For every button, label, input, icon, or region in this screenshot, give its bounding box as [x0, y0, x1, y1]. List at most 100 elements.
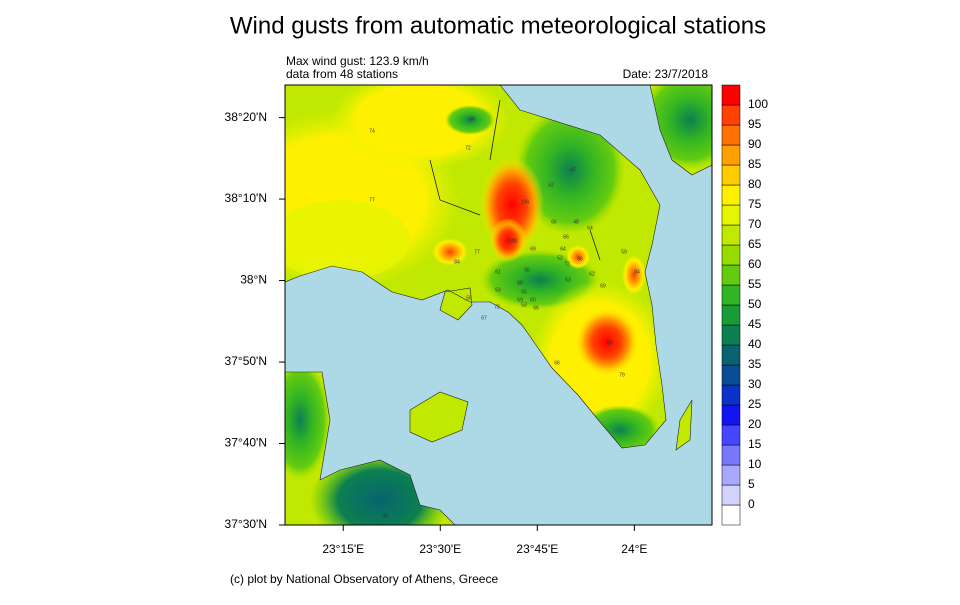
station-value: 100: [509, 238, 518, 244]
colorbar-box: [721, 504, 741, 526]
lat-tick-label: 38°10'N: [225, 191, 267, 205]
station-value: 74: [369, 128, 375, 134]
station-value: 48: [573, 219, 579, 225]
colorbar-box: [721, 364, 741, 386]
station-value: 63: [495, 287, 501, 293]
colorbar-label: 40: [748, 337, 762, 351]
station-value: 66: [554, 360, 560, 366]
colorbar-label: 100: [748, 97, 768, 111]
lat-tick-label: 38°20'N: [225, 110, 267, 124]
station-value: 52: [557, 255, 563, 261]
station-value: 68: [517, 280, 523, 286]
station-value: 53: [565, 277, 571, 283]
station-value: 66: [563, 234, 569, 240]
colorbar-label: 25: [748, 397, 762, 411]
lat-tick-label: 37°30'N: [225, 517, 267, 531]
station-value: 84: [634, 269, 640, 275]
station-value: 60: [530, 297, 536, 303]
station-value: 66: [469, 116, 475, 122]
station-value: 59: [621, 249, 627, 255]
station-value: 52: [548, 182, 554, 188]
lon-tick-label: 24°E: [621, 542, 647, 556]
colorbar-box: [721, 204, 741, 226]
colorbar-label: 5: [748, 477, 755, 491]
lon-tick-label: 23°30'E: [419, 542, 461, 556]
station-value: 56: [524, 267, 530, 273]
lon-tick-label: 23°15'E: [322, 542, 364, 556]
map: [285, 85, 712, 525]
colorbar-label: 45: [748, 317, 762, 331]
station-value: 53: [521, 302, 527, 308]
station-value: 69: [600, 283, 606, 289]
station-value: 47: [570, 167, 576, 173]
station-value: 67: [481, 315, 487, 321]
colorbar-box: [721, 244, 741, 266]
colorbar-box: [721, 264, 741, 286]
station-value: 55: [521, 289, 527, 295]
colorbar-box: [721, 384, 741, 406]
lat-tick-label: 38°N: [240, 273, 267, 287]
colorbar-box: [721, 444, 741, 466]
colorbar-label: 30: [748, 377, 762, 391]
lat-tick-label: 37°50'N: [225, 354, 267, 368]
colorbar-label: 75: [748, 197, 762, 211]
colorbar-box: [721, 324, 741, 346]
station-value: 61: [495, 269, 501, 275]
colorbar-label: 50: [748, 297, 762, 311]
station-value: 106: [521, 199, 530, 205]
colorbar-box: [721, 124, 741, 146]
station-value: 66: [533, 305, 539, 311]
station-value: 79: [619, 372, 625, 378]
colorbar-label: 15: [748, 437, 762, 451]
colorbar-box: [721, 404, 741, 426]
station-value: 35: [382, 513, 388, 519]
station-value: 64: [560, 246, 566, 252]
colorbar-label: 55: [748, 277, 762, 291]
station-value: 56: [466, 295, 472, 301]
station-value: 77: [474, 249, 480, 255]
colorbar-box: [721, 464, 741, 486]
border: [429, 99, 601, 261]
station-value: 69: [530, 246, 536, 252]
colorbar-box: [721, 84, 741, 106]
lat-tick-label: 37°40'N: [225, 436, 267, 450]
title: Wind gusts from automatic meteorological…: [230, 12, 766, 39]
footer: (c) plot by National Observatory of Athe…: [230, 572, 498, 586]
colorbar-label: 60: [748, 257, 762, 271]
colorbar-box: [721, 284, 741, 306]
colorbar-label: 0: [748, 497, 755, 511]
station-value: 86: [607, 340, 613, 346]
station-value: 64: [587, 225, 593, 231]
colorbar-label: 70: [748, 217, 762, 231]
station-value: 77: [369, 197, 375, 203]
station-value: 84: [454, 259, 460, 265]
station-value: 62: [589, 271, 595, 277]
colorbar-label: 85: [748, 157, 762, 171]
map-frame: [284, 84, 713, 526]
station-value: 72: [494, 304, 500, 310]
colorbar-label: 80: [748, 177, 762, 191]
colorbar-label: 65: [748, 237, 762, 251]
colorbar-box: [721, 224, 741, 246]
date: Date: 23/7/2018: [623, 67, 709, 81]
colorbar-label: 95: [748, 117, 762, 131]
station-value: 72: [564, 261, 570, 267]
colorbar-box: [721, 304, 741, 326]
colorbar-box: [721, 144, 741, 166]
colorbar-box: [721, 424, 741, 446]
colorbar-box: [721, 344, 741, 366]
colorbar-box: [721, 184, 741, 206]
station-count: data from 48 stations: [286, 67, 398, 81]
colorbar-label: 20: [748, 417, 762, 431]
colorbar-box: [721, 164, 741, 186]
colorbar-label: 90: [748, 137, 762, 151]
station-value: 66: [551, 219, 557, 225]
station-value: 59: [517, 297, 523, 303]
lon-tick-label: 23°45'E: [516, 542, 558, 556]
colorbar-box: [721, 104, 741, 126]
colorbar-box: [721, 484, 741, 506]
station-value: 96: [577, 256, 583, 262]
station-value: 72: [465, 145, 471, 151]
colorbar-label: 35: [748, 357, 762, 371]
